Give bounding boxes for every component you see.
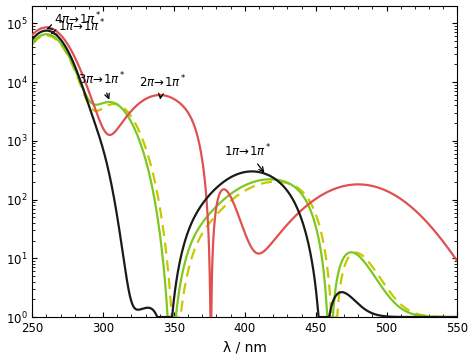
Text: $1\pi\!\rightarrow\!1\pi^*$: $1\pi\!\rightarrow\!1\pi^*$ <box>52 18 106 35</box>
Text: $1\pi\!\rightarrow\!1\pi^*$: $1\pi\!\rightarrow\!1\pi^*$ <box>224 143 272 172</box>
X-axis label: λ / nm: λ / nm <box>223 341 267 355</box>
Text: $4\pi\!\rightarrow\!1\pi^*$: $4\pi\!\rightarrow\!1\pi^*$ <box>47 10 101 29</box>
Text: $3\pi\!\rightarrow\!1\pi^*$: $3\pi\!\rightarrow\!1\pi^*$ <box>78 71 126 99</box>
Text: $2\pi\!\rightarrow\!1\pi^*$: $2\pi\!\rightarrow\!1\pi^*$ <box>138 74 186 98</box>
